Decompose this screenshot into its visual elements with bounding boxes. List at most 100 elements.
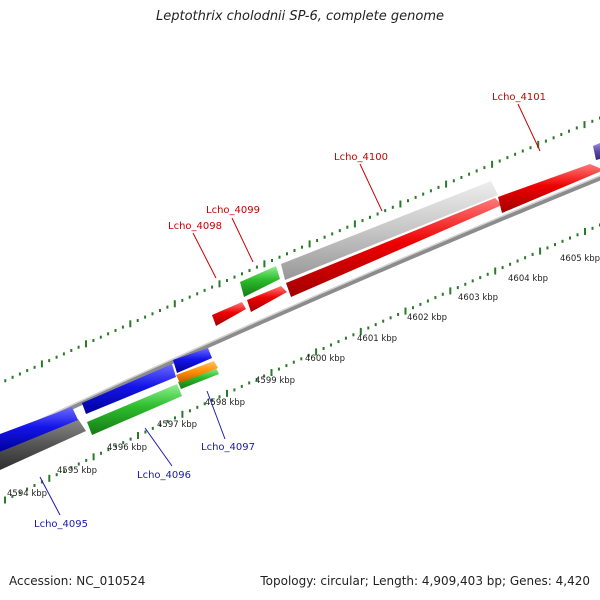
minor-tick bbox=[263, 374, 266, 378]
major-tick bbox=[404, 307, 407, 315]
minor-tick bbox=[576, 233, 579, 237]
minor-tick bbox=[552, 136, 555, 140]
minor-tick bbox=[471, 279, 474, 283]
minor-tick bbox=[591, 119, 594, 123]
ruler-label: 4600 kbp bbox=[305, 354, 345, 364]
reverse-features bbox=[0, 348, 219, 470]
minor-tick bbox=[100, 451, 102, 455]
minor-tick bbox=[414, 195, 417, 199]
minor-tick bbox=[18, 491, 21, 495]
minor-tick bbox=[422, 192, 425, 196]
minor-tick bbox=[248, 269, 251, 272]
orange-feature[interactable] bbox=[176, 361, 218, 383]
leader-line-lcho-4096 bbox=[144, 427, 173, 467]
major-tick bbox=[494, 267, 497, 275]
minor-tick bbox=[188, 409, 191, 413]
minor-tick bbox=[389, 316, 392, 320]
minor-tick bbox=[40, 480, 43, 484]
minor-tick bbox=[4, 379, 7, 383]
gene-arrow-lcho-4099[interactable] bbox=[247, 286, 287, 312]
gene-label-lcho-4100[interactable]: Lcho_4100 bbox=[334, 152, 388, 163]
major-tick bbox=[40, 360, 43, 368]
minor-tick bbox=[240, 384, 243, 388]
gene-arrow-lcho-4101[interactable] bbox=[498, 164, 600, 213]
minor-tick bbox=[271, 259, 273, 262]
minor-tick bbox=[77, 462, 80, 466]
minor-tick bbox=[529, 146, 532, 150]
major-tick bbox=[537, 140, 540, 148]
ruler-label: 4602 kbp bbox=[407, 313, 447, 323]
major-tick bbox=[92, 453, 95, 461]
minor-tick bbox=[11, 494, 14, 498]
gene-label-lcho-4095[interactable]: Lcho_4095 bbox=[34, 519, 88, 530]
minor-tick bbox=[63, 469, 66, 473]
minor-tick bbox=[196, 292, 199, 296]
minor-tick bbox=[174, 416, 176, 420]
gene-arrow-lcho-4100[interactable] bbox=[286, 198, 502, 297]
minor-tick bbox=[352, 333, 355, 337]
major-tick bbox=[491, 160, 494, 168]
minor-tick bbox=[419, 302, 422, 306]
minor-tick bbox=[226, 279, 228, 282]
gene-label-lcho-4099[interactable]: Lcho_4099 bbox=[206, 205, 260, 216]
ruler-label: 4603 kbp bbox=[458, 293, 498, 303]
major-tick bbox=[85, 340, 87, 348]
major-tick bbox=[218, 280, 221, 288]
minor-tick bbox=[407, 199, 409, 203]
minor-tick bbox=[575, 126, 578, 130]
ruler-label: 4595 kbp bbox=[57, 466, 97, 476]
gene-label-lcho-4098[interactable]: Lcho_4098 bbox=[168, 221, 222, 232]
minor-tick bbox=[338, 229, 341, 233]
gene-label-lcho-4096[interactable]: Lcho_4096 bbox=[137, 470, 191, 481]
accession-label: Accession: NC_010524 bbox=[9, 574, 146, 588]
blue-feature-c[interactable] bbox=[173, 348, 212, 373]
minor-tick bbox=[323, 235, 326, 239]
minor-tick bbox=[11, 375, 14, 379]
minor-tick bbox=[452, 179, 455, 183]
major-tick bbox=[181, 410, 184, 418]
major-tick bbox=[4, 496, 6, 504]
minor-tick bbox=[85, 458, 88, 462]
minor-tick bbox=[114, 444, 117, 448]
gray-feature[interactable] bbox=[281, 181, 498, 280]
gene-arrow-lcho-4095[interactable] bbox=[0, 419, 86, 470]
minor-tick bbox=[203, 402, 206, 406]
gene-arrow-lcho-4097[interactable] bbox=[178, 368, 219, 389]
leader-line-lcho-4095 bbox=[39, 476, 61, 516]
major-tick bbox=[48, 474, 51, 482]
gene-arrow-lcho-4098[interactable] bbox=[212, 302, 246, 326]
minor-tick bbox=[521, 149, 524, 153]
minor-tick bbox=[384, 209, 387, 213]
minor-tick bbox=[501, 266, 504, 270]
minor-tick bbox=[460, 176, 463, 179]
minor-tick bbox=[591, 226, 594, 230]
minor-tick bbox=[70, 466, 73, 470]
minor-tick bbox=[188, 295, 191, 299]
major-tick bbox=[353, 220, 356, 228]
gene-label-lcho-4097[interactable]: Lcho_4097 bbox=[201, 442, 255, 453]
minor-tick bbox=[181, 298, 184, 302]
minor-tick bbox=[475, 169, 478, 173]
major-tick bbox=[445, 180, 448, 188]
minor-tick bbox=[159, 423, 162, 427]
minor-tick bbox=[255, 378, 258, 381]
minor-tick bbox=[121, 325, 124, 329]
minor-tick bbox=[136, 319, 139, 322]
forward-features bbox=[212, 143, 600, 326]
minor-tick bbox=[437, 185, 440, 189]
blue-feature-a[interactable] bbox=[0, 407, 78, 452]
blue-feature-b[interactable] bbox=[82, 364, 176, 414]
gene-arrow-lcho-4096[interactable] bbox=[87, 384, 182, 435]
minor-tick bbox=[233, 275, 236, 279]
minor-tick bbox=[292, 360, 295, 364]
minor-tick bbox=[479, 276, 482, 280]
minor-tick bbox=[554, 243, 556, 247]
ruler-label: 4594 kbp bbox=[7, 489, 47, 499]
gene-label-lcho-4101[interactable]: Lcho_4101 bbox=[492, 92, 546, 103]
minor-tick bbox=[241, 272, 243, 276]
minor-tick bbox=[514, 152, 517, 156]
purple-feature[interactable] bbox=[593, 143, 600, 160]
green-feature-forward[interactable] bbox=[240, 266, 280, 297]
leader-line-lcho-4101 bbox=[517, 103, 541, 152]
minor-tick bbox=[344, 336, 347, 340]
